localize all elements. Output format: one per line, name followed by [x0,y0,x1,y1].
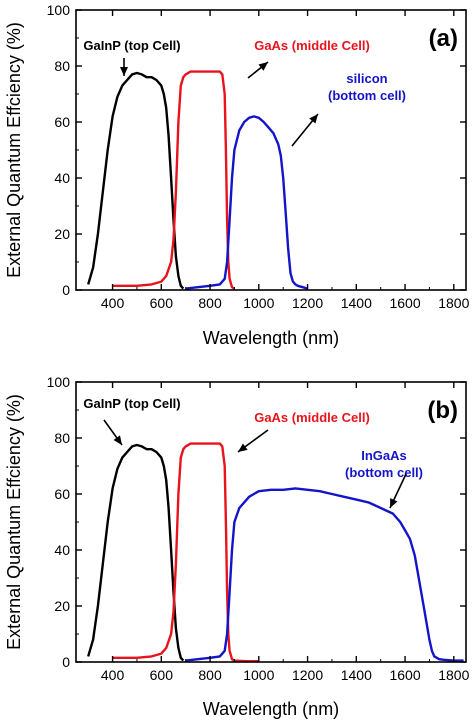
x-tick-label-0-1: 600 [150,295,174,311]
annotation-label-1-2-0: InGaAs [361,448,407,463]
y-tick-label-1-5: 100 [47,374,71,390]
series-line-1-1 [112,442,259,663]
annotation-arrow-head-1-1 [238,443,248,452]
x-tick-label-0-3: 1000 [243,295,274,311]
x-tick-label-0-4: 1200 [292,295,323,311]
y-tick-label-0-2: 40 [54,170,70,186]
annotation-label-1-2-1: (bottom cell) [345,465,423,480]
y-axis-title-0: External Quantum Effciency (%) [4,22,24,278]
x-tick-label-0-5: 1400 [341,295,372,311]
x-tick-label-0-0: 400 [101,295,125,311]
x-tick-label-0-7: 1800 [438,295,469,311]
x-tick-label-1-0: 400 [101,667,125,683]
series-line-1-0 [87,443,185,662]
y-tick-label-0-1: 20 [54,226,70,242]
annotation-label-1-1-0: GaAs (middle Cell) [254,410,370,425]
x-tick-label-1-6: 1600 [389,667,420,683]
panel-label-0: (a) [429,25,458,52]
annotation-label-0-1-0: GaAs (middle Cell) [254,38,370,53]
y-tick-label-1-2: 40 [54,542,70,558]
y-tick-label-0-5: 100 [47,2,71,18]
annotation-label-0-2-1: (bottom cell) [328,88,406,103]
x-axis-title-0: Wavelength (nm) [203,328,339,348]
x-tick-label-1-1: 600 [150,667,174,683]
y-tick-label-0-4: 80 [54,58,70,74]
annotation-label-1-0-0: GaInP (top Cell) [83,396,180,411]
series-line-1-2 [185,487,464,662]
x-tick-label-0-6: 1600 [389,295,420,311]
y-tick-label-1-0: 0 [62,654,70,670]
annotation-label-0-2-0: silicon [346,71,387,86]
series-line-0-2 [185,115,308,290]
y-tick-label-1-1: 20 [54,598,70,614]
annotation-label-0-0-0: GaInP (top Cell) [83,38,180,53]
panel-label-1: (b) [427,397,458,424]
y-tick-label-1-3: 60 [54,486,70,502]
annotation-arrow-head-0-2 [309,114,318,124]
y-axis-title-1: External Quantum Effciency (%) [4,394,24,650]
y-tick-label-0-3: 60 [54,114,70,130]
x-tick-label-1-4: 1200 [292,667,323,683]
series-line-0-1 [112,70,236,290]
x-tick-label-1-2: 800 [198,667,222,683]
x-tick-label-0-2: 800 [198,295,222,311]
annotation-arrow-head-0-0 [120,67,128,76]
annotation-arrow-head-1-0 [113,435,122,445]
y-tick-label-0-0: 0 [62,282,70,298]
annotation-arrow-head-0-1 [258,62,268,71]
annotation-arrow-head-1-2 [390,498,398,508]
series-line-0-0 [87,71,185,290]
x-tick-label-1-7: 1800 [438,667,469,683]
x-tick-label-1-3: 1000 [243,667,274,683]
x-tick-label-1-5: 1400 [341,667,372,683]
x-axis-title-1: Wavelength (nm) [203,699,339,719]
y-tick-label-1-4: 80 [54,430,70,446]
